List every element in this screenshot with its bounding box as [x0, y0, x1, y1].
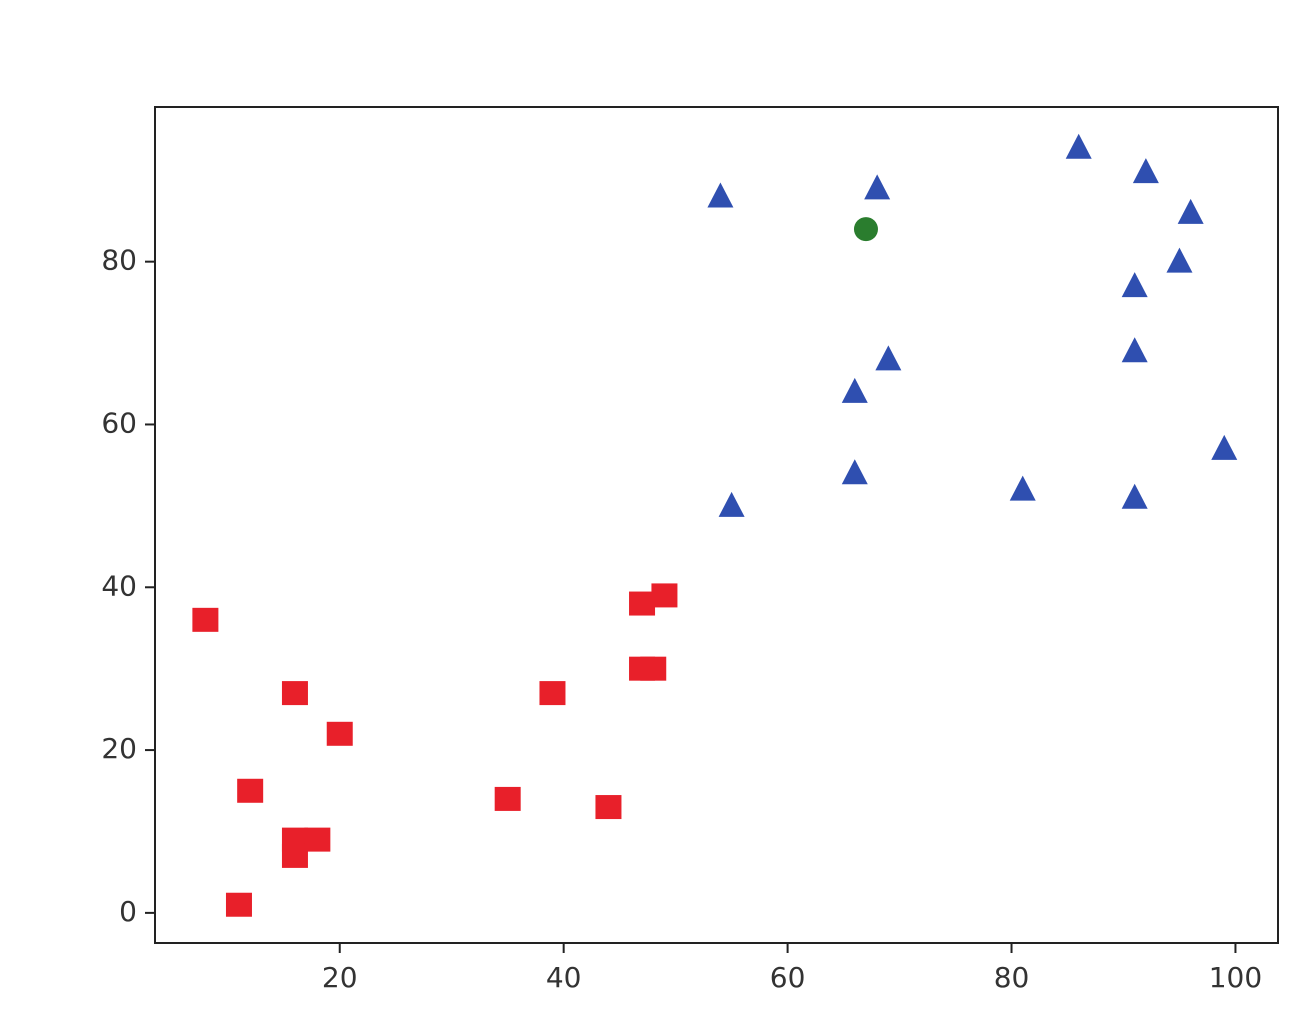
point	[707, 182, 734, 208]
point	[192, 607, 219, 632]
point	[1121, 272, 1148, 298]
point	[304, 827, 331, 852]
point	[494, 786, 521, 811]
y-tick-label: 40	[101, 569, 137, 602]
point	[1177, 198, 1204, 224]
y-tick-label: 80	[101, 244, 137, 277]
point	[281, 843, 308, 868]
point	[841, 377, 868, 403]
plot-frame	[154, 106, 1279, 944]
point	[225, 892, 252, 917]
point	[864, 174, 891, 200]
point	[237, 778, 264, 803]
point	[651, 583, 678, 608]
point	[718, 491, 745, 517]
point	[1166, 247, 1193, 273]
point	[595, 795, 622, 820]
y-tick-label: 60	[101, 406, 137, 439]
y-tick-label: 0	[119, 895, 137, 928]
point	[1132, 158, 1159, 184]
point	[1065, 133, 1092, 159]
point	[539, 681, 566, 706]
point	[1121, 483, 1148, 509]
point	[1009, 475, 1036, 501]
point	[281, 681, 308, 706]
x-tick-label: 100	[1209, 961, 1262, 994]
point	[853, 217, 878, 242]
point	[1211, 434, 1238, 460]
x-tick-label: 20	[322, 961, 358, 994]
point	[875, 345, 902, 371]
point	[841, 459, 868, 485]
point	[1121, 337, 1148, 363]
point	[326, 721, 353, 746]
y-tick-label: 20	[101, 732, 137, 765]
x-tick-label: 40	[546, 961, 582, 994]
x-tick-label: 80	[994, 961, 1030, 994]
point	[629, 591, 656, 616]
point	[640, 656, 667, 681]
x-tick-label: 60	[770, 961, 806, 994]
